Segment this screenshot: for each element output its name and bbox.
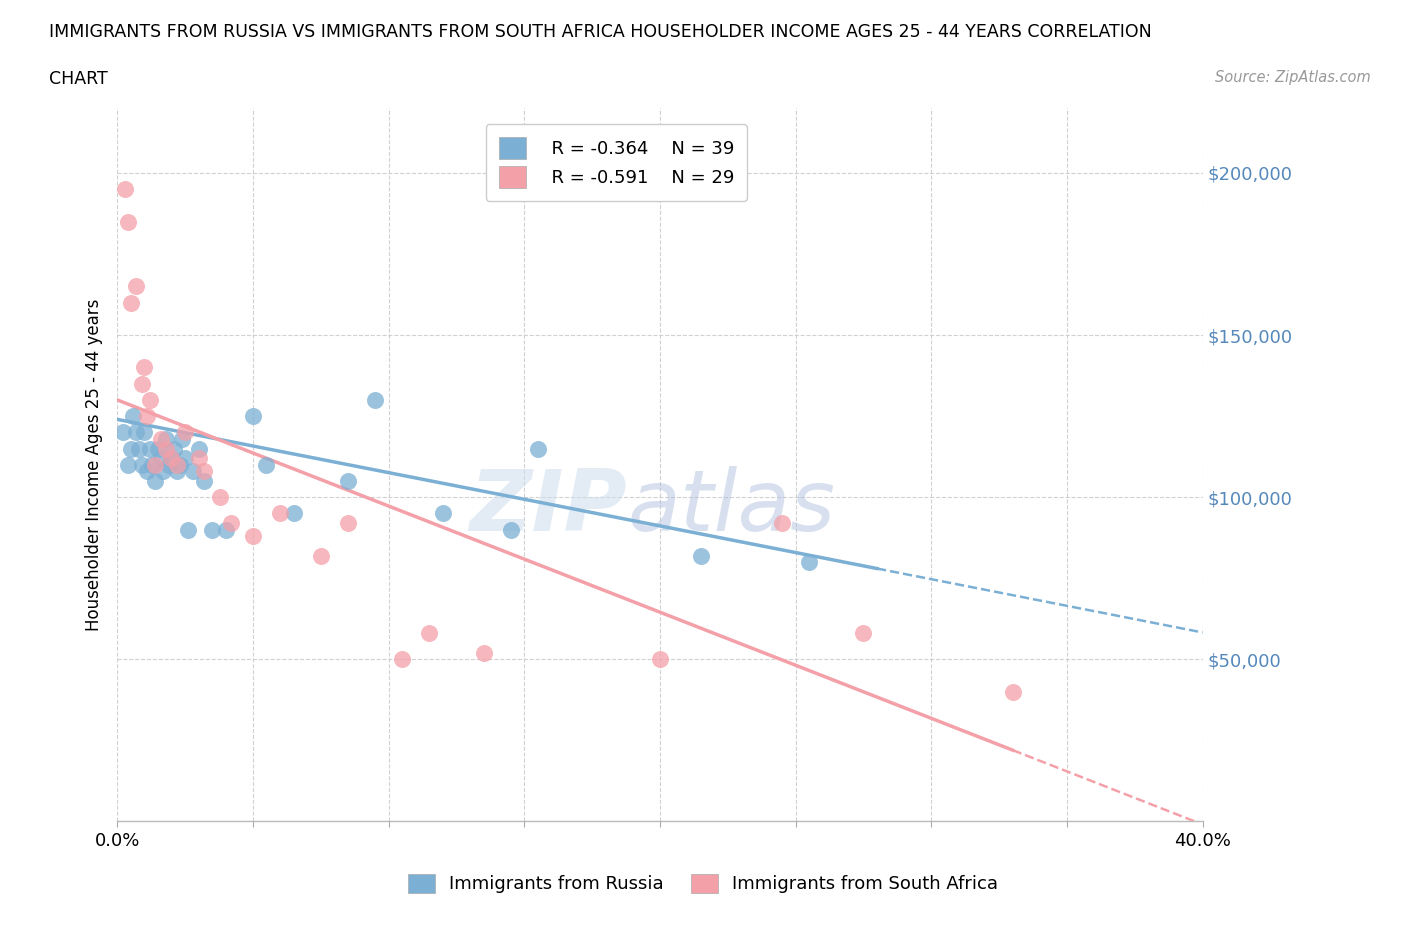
Legend:   R = -0.364    N = 39,   R = -0.591    N = 29: R = -0.364 N = 39, R = -0.591 N = 29	[486, 125, 747, 201]
Point	[166, 464, 188, 479]
Point	[131, 377, 153, 392]
Point	[166, 458, 188, 472]
Point	[797, 554, 820, 569]
Point	[111, 425, 134, 440]
Point	[215, 522, 238, 537]
Point	[391, 652, 413, 667]
Point	[163, 441, 186, 456]
Point	[146, 441, 169, 456]
Point	[193, 464, 215, 479]
Point	[770, 515, 793, 530]
Point	[152, 464, 174, 479]
Text: IMMIGRANTS FROM RUSSIA VS IMMIGRANTS FROM SOUTH AFRICA HOUSEHOLDER INCOME AGES 2: IMMIGRANTS FROM RUSSIA VS IMMIGRANTS FRO…	[49, 23, 1152, 41]
Text: ZIP: ZIP	[470, 466, 627, 549]
Point	[181, 464, 204, 479]
Point	[1001, 684, 1024, 699]
Point	[242, 408, 264, 423]
Point	[136, 408, 159, 423]
Point	[336, 515, 359, 530]
Point	[141, 458, 163, 472]
Point	[219, 515, 242, 530]
Point	[128, 441, 150, 456]
Point	[134, 360, 156, 375]
Point	[364, 392, 387, 407]
Point	[125, 279, 148, 294]
Point	[160, 451, 183, 466]
Point	[134, 425, 156, 440]
Point	[242, 528, 264, 543]
Y-axis label: Householder Income Ages 25 - 44 years: Householder Income Ages 25 - 44 years	[86, 299, 103, 631]
Point	[157, 458, 180, 472]
Point	[120, 295, 142, 310]
Point	[432, 506, 454, 521]
Point	[499, 522, 522, 537]
Point	[336, 473, 359, 488]
Point	[309, 548, 332, 563]
Point	[143, 473, 166, 488]
Text: atlas: atlas	[627, 466, 835, 549]
Point	[689, 548, 711, 563]
Point	[114, 181, 136, 196]
Point	[648, 652, 671, 667]
Point	[418, 626, 440, 641]
Point	[143, 458, 166, 472]
Point	[269, 506, 291, 521]
Point	[187, 451, 209, 466]
Point	[472, 645, 495, 660]
Point	[155, 441, 177, 456]
Text: CHART: CHART	[49, 70, 108, 87]
Point	[174, 425, 197, 440]
Point	[174, 451, 197, 466]
Point	[117, 458, 139, 472]
Point	[852, 626, 875, 641]
Point	[526, 441, 548, 456]
Text: Source: ZipAtlas.com: Source: ZipAtlas.com	[1215, 70, 1371, 85]
Point	[139, 441, 162, 456]
Point	[160, 451, 183, 466]
Point	[172, 432, 194, 446]
Point	[177, 522, 200, 537]
Point	[125, 425, 148, 440]
Point	[169, 458, 191, 472]
Legend: Immigrants from Russia, Immigrants from South Africa: Immigrants from Russia, Immigrants from …	[398, 865, 1008, 902]
Point	[254, 458, 277, 472]
Point	[117, 214, 139, 229]
Point	[283, 506, 305, 521]
Point	[209, 490, 232, 505]
Point	[155, 432, 177, 446]
Point	[149, 432, 172, 446]
Point	[120, 441, 142, 456]
Point	[136, 464, 159, 479]
Point	[201, 522, 224, 537]
Point	[131, 458, 153, 472]
Point	[139, 392, 162, 407]
Point	[193, 473, 215, 488]
Point	[187, 441, 209, 456]
Point	[122, 408, 145, 423]
Point	[149, 451, 172, 466]
